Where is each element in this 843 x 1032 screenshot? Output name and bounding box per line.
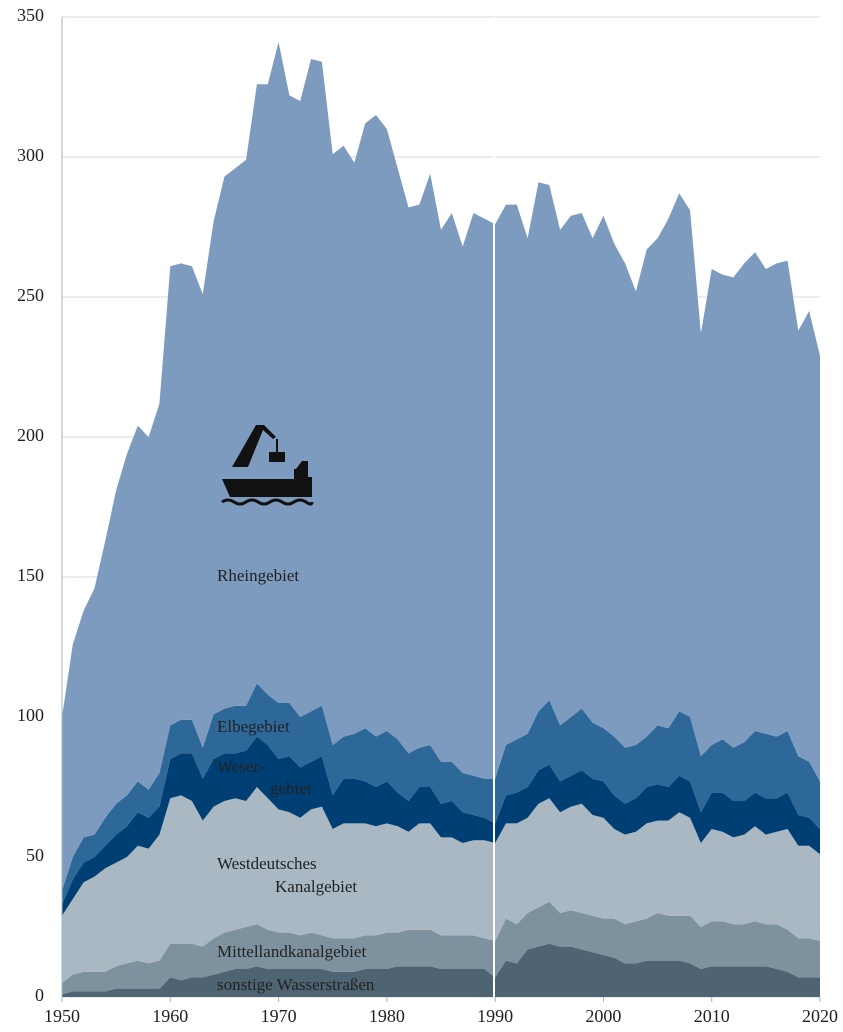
series-label-line: gebiet bbox=[270, 779, 312, 798]
area bbox=[62, 736, 820, 916]
area bbox=[62, 42, 820, 891]
series-label-line: Weser- bbox=[217, 757, 265, 776]
y-tick-label: 250 bbox=[17, 285, 44, 305]
x-tick-label: 1950 bbox=[44, 1006, 80, 1026]
x-tick-label: 1980 bbox=[369, 1006, 405, 1026]
x-tick-label: 1960 bbox=[152, 1006, 188, 1026]
x-tick-label: 1990 bbox=[477, 1006, 513, 1026]
x-tick-label: 2020 bbox=[802, 1006, 838, 1026]
series-label-line: Mittellandkanalgebiet bbox=[217, 942, 366, 961]
x-tick-label: 1970 bbox=[261, 1006, 297, 1026]
x-tick-label: 2010 bbox=[694, 1006, 730, 1026]
series-label-line: sonstige Wasserstraßen bbox=[217, 975, 375, 994]
y-tick-label: 100 bbox=[17, 705, 44, 725]
x-tick-label: 2000 bbox=[585, 1006, 621, 1026]
series-label: Elbegebiet bbox=[217, 717, 290, 736]
y-tick-label: 50 bbox=[26, 845, 44, 865]
area bbox=[62, 901, 820, 995]
ship-icon bbox=[221, 425, 314, 506]
area bbox=[62, 683, 820, 905]
y-tick-label: 0 bbox=[35, 985, 44, 1005]
area bbox=[62, 787, 820, 983]
plot-area bbox=[62, 16, 820, 998]
y-tick-label: 350 bbox=[17, 5, 44, 25]
series-label: Westdeutsches Kanalgebiet bbox=[217, 854, 357, 896]
y-tick-label: 300 bbox=[17, 145, 44, 165]
area bbox=[62, 943, 820, 997]
series-label: Mittellandkanalgebiet bbox=[217, 942, 366, 961]
series-label-line: Westdeutsches bbox=[217, 854, 317, 873]
series-label-line: Rheingebiet bbox=[217, 566, 299, 585]
y-tick-label: 150 bbox=[17, 565, 44, 585]
series-label: sonstige Wasserstraßen bbox=[217, 975, 375, 994]
series-label-line: Kanalgebiet bbox=[275, 877, 357, 896]
series-label: Weser-gebiet bbox=[217, 757, 312, 798]
y-tick-label: 200 bbox=[17, 425, 44, 445]
series-label-line: Elbegebiet bbox=[217, 717, 290, 736]
series-label: Rheingebiet bbox=[217, 566, 299, 585]
